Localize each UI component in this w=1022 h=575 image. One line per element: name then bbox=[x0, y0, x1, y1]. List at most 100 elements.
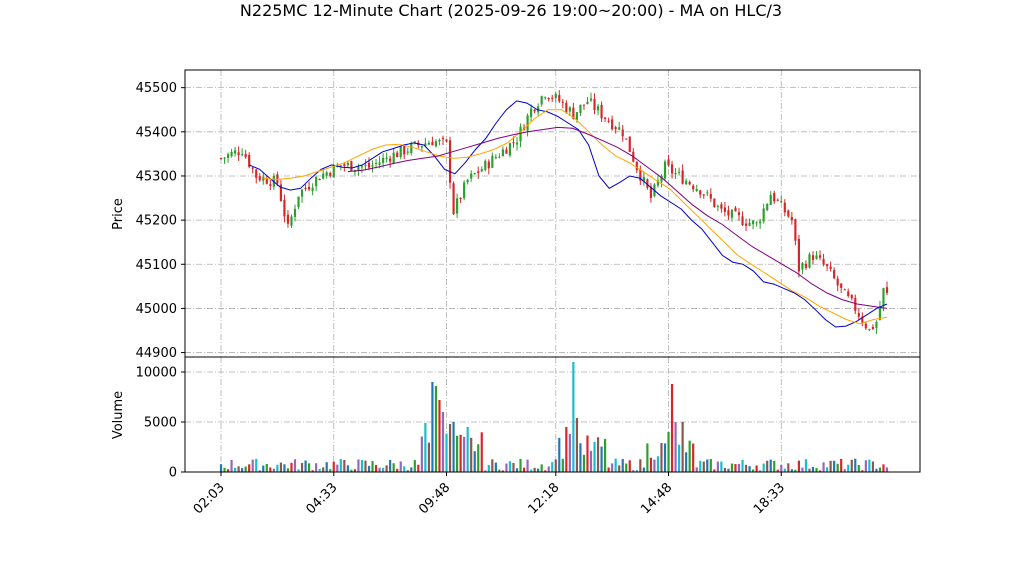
price-tick-label: 45300 bbox=[136, 169, 177, 184]
candle-body bbox=[790, 216, 793, 221]
volume-bar bbox=[329, 469, 332, 472]
candle-body bbox=[512, 142, 515, 144]
candle-body bbox=[660, 176, 663, 182]
candle-body bbox=[276, 174, 279, 184]
volume-bar bbox=[699, 460, 702, 472]
candle-body bbox=[283, 199, 286, 217]
volume-bar bbox=[223, 467, 226, 472]
volume-bar bbox=[505, 463, 508, 472]
candle-body bbox=[339, 165, 342, 167]
candle-body bbox=[329, 173, 332, 176]
volume-bar bbox=[304, 460, 307, 472]
volume-bar bbox=[389, 459, 392, 472]
volume-bar bbox=[639, 459, 642, 472]
candle-body bbox=[385, 157, 388, 159]
volume-bar bbox=[748, 466, 751, 472]
volume-bar bbox=[265, 463, 268, 472]
candle-body bbox=[575, 112, 578, 121]
volume-bar bbox=[822, 462, 825, 472]
volume-bar bbox=[276, 464, 279, 472]
volume-y-ticks: 0 5000 10000 bbox=[136, 366, 185, 481]
candle-body bbox=[815, 255, 818, 259]
candle-body bbox=[674, 173, 677, 175]
x-axis-ticks: 02:03 04:33 09:48 12:18 14:48 18:33 bbox=[191, 472, 788, 517]
volume-bar bbox=[346, 465, 349, 472]
candle-body bbox=[635, 161, 638, 171]
candle-body bbox=[396, 152, 399, 158]
volume-bar bbox=[494, 462, 497, 472]
candle-body bbox=[290, 216, 293, 226]
candle-body bbox=[734, 207, 737, 212]
price-y-ticks: 44900 45000 45100 45200 45300 45400 45500 bbox=[136, 81, 185, 361]
volume-bar bbox=[568, 434, 571, 472]
candle-body bbox=[769, 194, 772, 205]
candle-body bbox=[762, 208, 765, 222]
candle-body bbox=[618, 127, 621, 130]
volume-bar bbox=[508, 461, 512, 472]
volume-bar bbox=[406, 470, 409, 472]
volume-bar bbox=[596, 437, 600, 472]
candle-body bbox=[459, 197, 462, 199]
candle-body bbox=[219, 158, 223, 160]
volume-bar bbox=[857, 464, 860, 472]
candle-body bbox=[685, 180, 688, 185]
volume-bar bbox=[625, 463, 628, 472]
candle-body bbox=[649, 186, 652, 198]
candle-body bbox=[861, 316, 864, 323]
volume-axis-label: Volume bbox=[111, 391, 126, 439]
volume-bar bbox=[251, 459, 254, 472]
volume-bar bbox=[737, 463, 741, 472]
volume-bar bbox=[445, 433, 448, 472]
volume-bar bbox=[234, 467, 237, 472]
volume-bar bbox=[441, 412, 445, 472]
candle-body bbox=[389, 158, 392, 162]
candle-body bbox=[234, 150, 237, 154]
candle-body bbox=[776, 199, 779, 201]
volume-bar bbox=[646, 443, 649, 472]
volume-bar bbox=[674, 422, 677, 472]
candle-body bbox=[596, 106, 600, 111]
volume-bar bbox=[780, 464, 783, 472]
candle-body bbox=[367, 162, 371, 168]
volume-bar bbox=[744, 464, 748, 472]
candle-body bbox=[297, 196, 300, 207]
candle-body bbox=[286, 214, 290, 224]
candle-body bbox=[586, 101, 589, 105]
volume-bar bbox=[374, 464, 378, 472]
volume-bar bbox=[262, 465, 265, 472]
volume-bar bbox=[279, 462, 282, 472]
volume-bar bbox=[706, 459, 709, 472]
volume-bar bbox=[519, 458, 522, 472]
volume-bar bbox=[473, 451, 476, 472]
candle-body bbox=[403, 145, 406, 155]
volume-bar bbox=[575, 418, 578, 472]
volume-bars bbox=[219, 362, 889, 472]
candle-body bbox=[857, 313, 860, 317]
candle-body bbox=[501, 149, 504, 157]
candle-body bbox=[364, 164, 367, 167]
volume-bar bbox=[544, 470, 547, 472]
price-grid bbox=[185, 70, 920, 357]
volume-bar bbox=[561, 458, 564, 472]
volume-bar bbox=[586, 435, 589, 472]
candle-body bbox=[836, 278, 839, 286]
candle-body bbox=[604, 117, 607, 120]
volume-bar bbox=[709, 459, 712, 472]
price-tick-label: 45500 bbox=[136, 81, 177, 96]
volume-bar bbox=[364, 460, 367, 472]
candle-body bbox=[223, 157, 226, 159]
volume-bar bbox=[678, 444, 681, 472]
volume-bar bbox=[713, 469, 716, 472]
ma-line bbox=[263, 109, 888, 325]
candle-body bbox=[332, 165, 335, 178]
candle-body bbox=[399, 146, 402, 157]
volume-bar bbox=[755, 465, 758, 472]
volume-bar bbox=[357, 459, 360, 472]
volume-bar bbox=[382, 467, 385, 472]
candle-body bbox=[251, 167, 254, 169]
volume-bar bbox=[241, 468, 244, 472]
candle-body bbox=[611, 119, 614, 130]
candle-body bbox=[780, 201, 783, 203]
volume-bar bbox=[410, 467, 413, 472]
volume-bar bbox=[850, 459, 853, 472]
